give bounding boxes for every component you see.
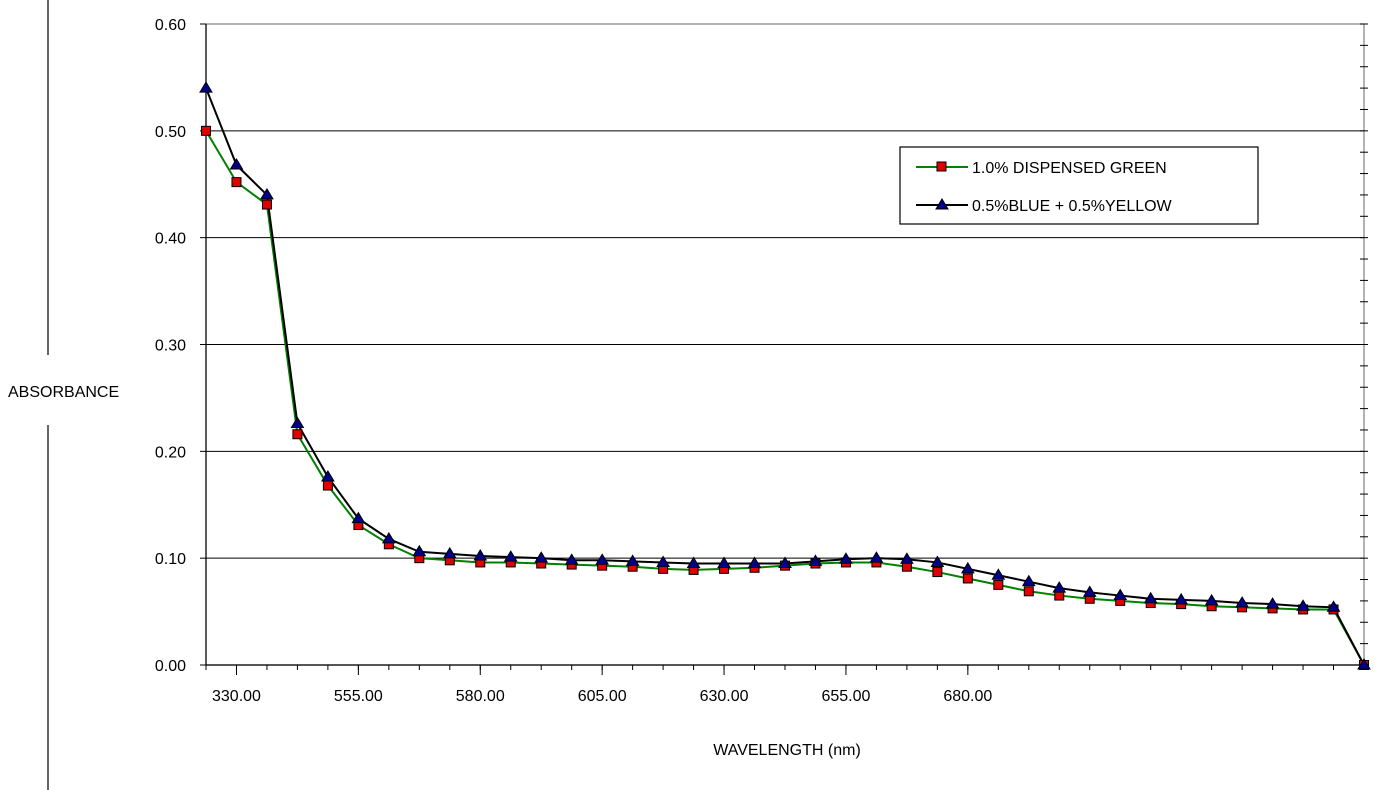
data-point-square — [261, 199, 272, 210]
data-point-square — [932, 567, 943, 578]
legend: 1.0% DISPENSED GREEN 0.5%BLUE + 0.5%YELL… — [899, 146, 1259, 225]
data-point-triangle — [442, 546, 457, 559]
data-point-square — [292, 429, 303, 440]
data-point-triangle — [808, 554, 823, 566]
x-tick-label: 605.00 — [578, 688, 627, 705]
data-point-triangle — [686, 556, 701, 569]
data-point-triangle — [747, 556, 762, 569]
x-axis-ticks: 330.00 555.00 580.00 605.00 630.00 655.00 680.… — [205, 665, 1365, 705]
x-tick-label: 680.00 — [943, 688, 992, 705]
data-point-triangle — [1265, 597, 1280, 609]
legend-label-green: 1.0% DISPENSED GREEN — [972, 160, 1167, 177]
x-tick-label: 655.00 — [821, 688, 870, 705]
x-tick-label: 580.00 — [456, 688, 505, 705]
legend-marker-square — [936, 161, 947, 172]
data-point-triangle — [1082, 585, 1097, 597]
data-point-triangle — [1235, 596, 1249, 608]
data-point-triangle — [900, 552, 914, 564]
legend-label-blue-yellow: 0.5%BLUE + 0.5%YELLOW — [972, 198, 1173, 215]
data-point-triangle — [381, 531, 396, 544]
gridlines — [206, 130, 1364, 559]
data-point-square — [962, 573, 973, 584]
legend-box — [899, 146, 1259, 225]
x-tick-label: 630.00 — [700, 688, 749, 705]
data-point-square — [1023, 586, 1034, 597]
series-group — [199, 81, 1371, 670]
data-point-triangle — [564, 553, 579, 565]
data-point-triangle — [1113, 588, 1128, 601]
data-point-triangle — [503, 550, 518, 562]
data-point-triangle — [778, 556, 792, 569]
y-tick-label: 0.30 — [155, 338, 186, 355]
y-axis-label: ABSORBANCE — [8, 384, 119, 401]
data-point-triangle — [199, 81, 213, 93]
y-tick-label: 0.00 — [155, 658, 186, 675]
data-point-triangle — [412, 544, 427, 557]
data-point-triangle — [960, 561, 975, 574]
data-point-triangle — [869, 551, 884, 563]
legend-marker-triangle — [935, 198, 949, 210]
y-axis-ticks: 0.00 0.10 0.20 0.30 0.40 0.50 0.60 — [155, 17, 1368, 675]
y-tick-label: 0.60 — [155, 17, 186, 34]
data-point-triangle — [1204, 593, 1219, 606]
y-tick-label: 0.20 — [155, 444, 186, 461]
data-point-triangle — [717, 556, 731, 569]
data-point-triangle — [229, 158, 244, 170]
data-point-triangle — [595, 553, 610, 565]
data-point-triangle — [321, 470, 335, 482]
data-point-triangle — [473, 549, 488, 561]
data-point-triangle — [351, 511, 366, 524]
data-point-square — [322, 480, 333, 491]
data-point-triangle — [625, 554, 640, 566]
data-point-triangle — [991, 568, 1006, 580]
data-point-triangle — [930, 555, 945, 567]
data-point-triangle — [656, 555, 670, 567]
data-point-triangle — [1021, 574, 1036, 587]
data-point-square — [201, 125, 211, 136]
data-point-square — [993, 579, 1004, 590]
data-point-triangle — [1326, 600, 1341, 612]
data-point-triangle — [1143, 591, 1158, 604]
x-tick-label: 555.00 — [334, 688, 383, 705]
y-tick-label: 0.10 — [155, 551, 186, 568]
data-point-triangle — [839, 552, 853, 564]
data-point-triangle — [290, 416, 305, 429]
data-point-triangle — [1357, 658, 1371, 670]
x-axis-label: WAVELENGTH (nm) — [713, 742, 861, 759]
data-point-triangle — [260, 187, 274, 200]
data-point-triangle — [1174, 592, 1189, 605]
x-tick-label: 330.00 — [212, 688, 261, 705]
y-tick-label: 0.50 — [155, 124, 186, 141]
data-point-triangle — [1296, 599, 1310, 611]
data-point-triangle — [1052, 581, 1067, 593]
data-point-triangle — [534, 551, 549, 563]
data-point-square — [231, 177, 242, 188]
y-tick-label: 0.40 — [155, 231, 186, 248]
